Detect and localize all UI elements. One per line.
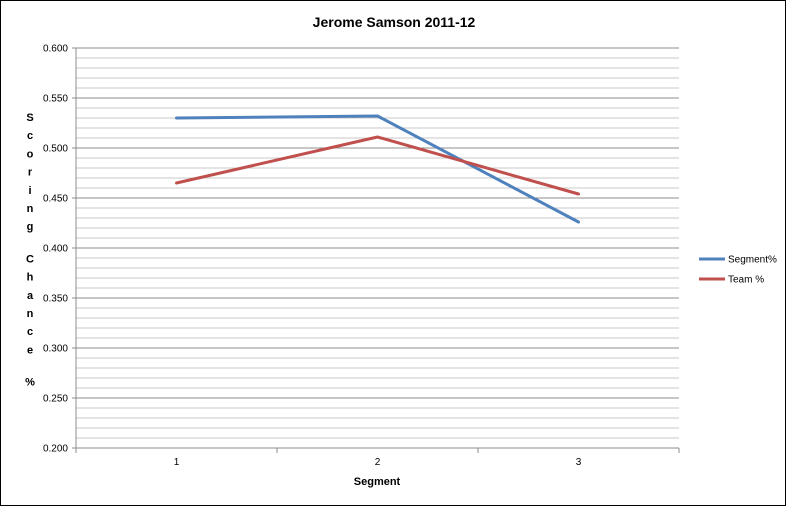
y-axis-title-char: c <box>27 326 33 338</box>
y-axis-title-char: C <box>26 253 34 265</box>
y-tick-label: 0.400 <box>43 244 68 255</box>
chart-title: Jerome Samson 2011-12 <box>313 14 476 30</box>
y-tick-label: 0.250 <box>43 394 68 405</box>
y-tick-label: 0.300 <box>43 344 68 355</box>
series-line <box>175 114 580 224</box>
y-axis-title-char: e <box>27 344 33 356</box>
y-axis-title-char: g <box>27 221 34 233</box>
x-tick-label: 2 <box>375 457 381 468</box>
y-axis-title-char: a <box>27 290 34 302</box>
y-axis-title-char: % <box>25 377 35 389</box>
y-axis-title-char: i <box>28 185 31 197</box>
legend: Segment% Team % <box>699 255 777 286</box>
y-axis-title-char: r <box>28 167 33 179</box>
series-line <box>175 135 580 196</box>
y-tick-label: 0.200 <box>43 444 68 455</box>
y-axis-title-char: n <box>27 203 34 215</box>
y-tick-labels: 0.200 0.250 0.300 0.350 0.400 0.450 0.500 0.550… <box>43 44 76 455</box>
series-lines <box>175 114 580 224</box>
y-tick-label: 0.500 <box>43 144 68 155</box>
y-axis-title-char: S <box>26 112 33 124</box>
y-tick-label: 0.350 <box>43 294 68 305</box>
x-axis-title: Segment <box>354 476 401 488</box>
y-tick-label: 0.550 <box>43 94 68 105</box>
legend-label: Segment% <box>728 255 777 266</box>
y-axis-title-char: c <box>27 130 33 142</box>
legend-label: Team % <box>728 275 764 286</box>
x-tick-label: 1 <box>174 457 180 468</box>
y-tick-label: 0.450 <box>43 194 68 205</box>
y-axis-title-char: h <box>27 272 34 284</box>
y-axis-title-char: n <box>27 308 34 320</box>
x-tick-label: 3 <box>576 457 582 468</box>
y-axis-title-char: o <box>27 148 34 160</box>
x-axis: 1 2 3 <box>75 447 680 468</box>
y-tick-label: 0.600 <box>43 44 68 55</box>
gridlines <box>75 47 679 449</box>
